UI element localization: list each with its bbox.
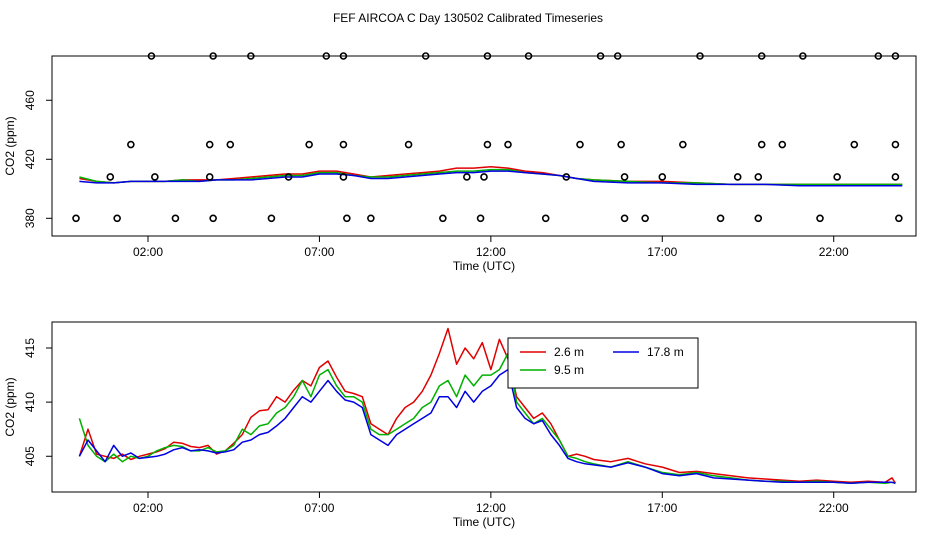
top-calibration-point xyxy=(504,140,512,149)
bottom-x-tick-label: 02:00 xyxy=(133,501,163,515)
legend-label-17-8-m: 17.8 m xyxy=(647,345,684,359)
bottom-series-2-6-m-line xyxy=(78,327,897,484)
top-x-axis-title: Time (UTC) xyxy=(453,259,515,273)
top-calibration-point xyxy=(895,214,903,223)
top-calibration-point xyxy=(209,214,217,223)
bottom-x-tick-label: 17:00 xyxy=(647,501,677,515)
top-calibration-point xyxy=(209,52,217,60)
bottom-y-tick-label: 410 xyxy=(23,392,37,412)
top-calibration-point xyxy=(343,214,351,223)
top-calibration-point xyxy=(613,52,622,60)
top-calibration-point xyxy=(127,140,135,149)
top-calibration-point xyxy=(476,214,485,223)
top-calibration-point xyxy=(754,173,763,181)
bottom-y-tick-label: 415 xyxy=(23,338,37,358)
top-calibration-point xyxy=(754,214,763,223)
top-calibration-point xyxy=(576,140,584,149)
bottom-x-tick-label: 22:00 xyxy=(819,501,849,515)
top-calibration-point xyxy=(339,52,348,60)
top-calibration-point xyxy=(658,173,667,181)
top-calibration-point xyxy=(267,214,276,223)
top-calibration-point xyxy=(151,173,159,181)
top-calibration-point xyxy=(799,52,807,60)
top-calibration-point xyxy=(620,214,629,223)
top-calibration-point xyxy=(850,140,859,149)
top-calibration-point xyxy=(833,173,841,181)
top-calibration-point xyxy=(367,214,375,223)
top-y-tick-label: 420 xyxy=(23,149,37,169)
top-calibration-point xyxy=(891,173,900,181)
top-calibration-point xyxy=(733,173,742,181)
top-calibration-point xyxy=(679,140,687,149)
top-y-axis-title: CO2 (ppm) xyxy=(3,116,17,175)
top-calibration-point xyxy=(421,52,430,60)
bottom-y-tick-label: 405 xyxy=(23,446,37,466)
top-calibration-point xyxy=(322,52,331,60)
bottom-panel: 02:00 07:00 12:00 17:00 22:00 405 410 415 Time (… xyxy=(3,321,917,529)
top-calibration-point xyxy=(891,52,900,60)
top-calibration-point xyxy=(596,52,605,60)
top-calibration-point xyxy=(226,140,235,149)
top-calibration-point xyxy=(339,173,348,181)
top-calibration-point xyxy=(205,140,214,149)
bottom-legend: 2.6 m 9.5 m 17.8 m xyxy=(507,337,699,389)
bottom-y-axis-title: CO2 (ppm) xyxy=(3,377,17,436)
top-x-tick-label: 02:00 xyxy=(133,245,163,259)
bottom-x-tick-label: 07:00 xyxy=(304,501,334,515)
figure-title: FEF AIRCOA C Day 130502 Calibrated Times… xyxy=(333,11,603,25)
top-calibration-point xyxy=(641,214,649,223)
top-calibration-point xyxy=(247,52,255,60)
top-calibration-point xyxy=(72,214,80,223)
top-calibration-point xyxy=(562,173,571,181)
top-series-17-8-m-line xyxy=(79,170,903,187)
top-x-tick-label: 17:00 xyxy=(647,245,677,259)
top-y-tick-label: 460 xyxy=(23,90,37,110)
top-calibration-point xyxy=(757,140,766,149)
bottom-x-tick-label: 12:00 xyxy=(476,501,506,515)
top-calibration-point xyxy=(816,214,824,223)
legend-label-9-5-m: 9.5 m xyxy=(554,363,584,377)
top-calibration-point xyxy=(305,140,313,149)
top-calibration-point xyxy=(339,140,348,149)
top-calibration-point xyxy=(284,173,293,181)
top-y-tick-label: 380 xyxy=(23,208,37,228)
legend-label-2-6-m: 2.6 m xyxy=(554,345,584,359)
top-calibration-point xyxy=(113,214,121,223)
top-panel: 02:00 07:00 12:00 17:00 22:00 380 420 460 Time (… xyxy=(3,52,917,273)
top-calibration-point xyxy=(483,140,492,149)
top-calibration-point xyxy=(147,52,156,60)
top-x-tick-label: 22:00 xyxy=(819,245,849,259)
top-calibration-point xyxy=(524,52,533,60)
top-calibration-point xyxy=(696,52,704,60)
top-calibration-point xyxy=(171,214,180,223)
top-x-tick-label: 12:00 xyxy=(476,245,506,259)
top-calibration-point xyxy=(874,52,883,60)
top-calibration-point xyxy=(891,140,900,149)
top-calibration-point xyxy=(463,173,471,181)
top-calibration-point xyxy=(205,173,214,181)
top-calibration-point xyxy=(480,173,488,181)
bottom-plot-frame xyxy=(51,321,917,493)
top-calibration-point xyxy=(404,140,413,149)
top-calibration-point xyxy=(106,173,115,181)
top-calibration-point xyxy=(439,214,447,223)
top-calibration-point xyxy=(757,52,766,60)
legend-box xyxy=(507,337,699,389)
top-calibration-point xyxy=(620,173,629,181)
top-calibration-point xyxy=(541,214,550,223)
top-calibration-point xyxy=(716,214,725,223)
top-x-tick-label: 07:00 xyxy=(304,245,334,259)
bottom-series-17-8-m-line xyxy=(78,368,896,485)
top-calibration-point xyxy=(778,140,787,149)
top-calibration-point xyxy=(617,140,625,149)
bottom-x-axis-title: Time (UTC) xyxy=(453,515,515,529)
top-calibration-point xyxy=(483,52,492,60)
